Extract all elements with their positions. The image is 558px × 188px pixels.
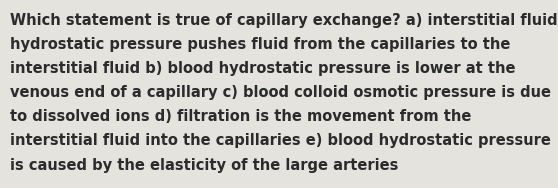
Text: hydrostatic pressure pushes fluid from the capillaries to the: hydrostatic pressure pushes fluid from t… bbox=[10, 37, 511, 52]
Text: to dissolved ions d) filtration is the movement from the: to dissolved ions d) filtration is the m… bbox=[10, 109, 472, 124]
Text: interstitial fluid into the capillaries e) blood hydrostatic pressure: interstitial fluid into the capillaries … bbox=[10, 133, 551, 149]
Text: interstitial fluid b) blood hydrostatic pressure is lower at the: interstitial fluid b) blood hydrostatic … bbox=[10, 61, 516, 76]
Text: Which statement is true of capillary exchange? a) interstitial fluid: Which statement is true of capillary exc… bbox=[10, 13, 557, 28]
Text: is caused by the elasticity of the large arteries: is caused by the elasticity of the large… bbox=[10, 158, 398, 173]
Text: venous end of a capillary c) blood colloid osmotic pressure is due: venous end of a capillary c) blood collo… bbox=[10, 85, 551, 100]
